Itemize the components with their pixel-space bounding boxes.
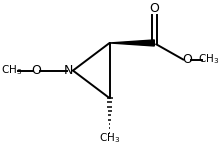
Text: CH$_3$: CH$_3$ [198,53,219,66]
Text: O: O [149,2,159,15]
Text: O: O [182,53,192,66]
Text: O: O [31,64,41,77]
Polygon shape [110,40,154,46]
Text: CH$_3$: CH$_3$ [99,131,120,145]
Text: N: N [64,64,73,77]
Text: CH$_3$: CH$_3$ [1,64,23,77]
